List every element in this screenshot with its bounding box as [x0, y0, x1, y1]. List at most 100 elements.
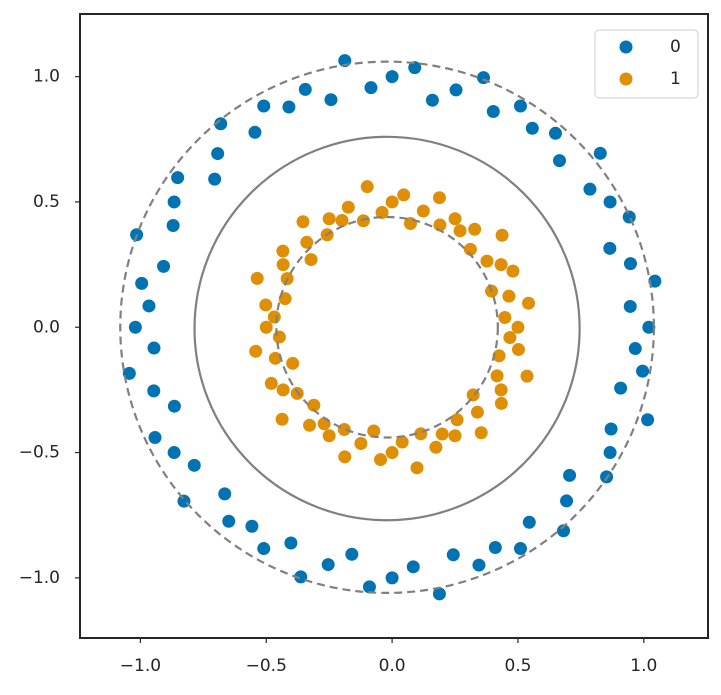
point — [166, 219, 180, 233]
point — [294, 570, 308, 584]
point — [385, 70, 399, 84]
point — [622, 210, 636, 224]
point — [257, 99, 271, 113]
point — [511, 343, 525, 357]
point — [492, 349, 506, 363]
point — [257, 542, 271, 556]
point — [474, 426, 488, 440]
x-tick-label: −1.0 — [120, 656, 161, 676]
point — [636, 364, 650, 378]
point — [641, 413, 655, 427]
point — [157, 259, 171, 273]
margin-contour — [275, 215, 499, 439]
point — [623, 299, 637, 313]
point — [187, 458, 201, 472]
point — [486, 104, 500, 118]
point — [429, 440, 443, 454]
point — [495, 228, 509, 242]
point — [449, 83, 463, 97]
point — [338, 450, 352, 464]
point — [364, 81, 378, 95]
point — [506, 264, 520, 278]
point — [395, 435, 409, 449]
point — [218, 487, 232, 501]
point — [432, 191, 446, 205]
x-tick-label: −0.5 — [246, 656, 287, 676]
legend-label: 1 — [670, 69, 681, 89]
point — [354, 437, 368, 451]
point — [463, 242, 477, 256]
point — [557, 524, 571, 538]
point — [603, 241, 617, 255]
point — [593, 146, 607, 160]
point — [356, 214, 370, 228]
x-tick-label: 1.0 — [630, 656, 657, 676]
point — [450, 413, 464, 427]
legend-box — [594, 29, 699, 99]
point — [375, 205, 389, 219]
point — [245, 519, 259, 533]
point — [341, 200, 355, 214]
point — [296, 215, 310, 229]
point — [425, 93, 439, 107]
point — [367, 424, 381, 438]
legend-marker — [619, 40, 633, 54]
point — [480, 254, 494, 268]
plot-area — [119, 54, 662, 601]
plot-frame — [79, 13, 709, 639]
point — [298, 82, 312, 96]
point — [446, 548, 460, 562]
point — [211, 147, 225, 161]
point — [250, 271, 264, 285]
point — [321, 558, 335, 572]
point — [286, 356, 300, 370]
x-tick-label: 0.0 — [379, 656, 406, 676]
y-tick-label: 1.0 — [33, 67, 60, 87]
point — [628, 342, 642, 356]
point — [525, 121, 539, 135]
point — [435, 427, 449, 441]
point — [448, 429, 462, 443]
point — [416, 204, 430, 218]
point — [490, 369, 504, 383]
point — [604, 422, 618, 436]
point — [410, 461, 424, 475]
point — [502, 289, 516, 303]
point — [433, 218, 447, 232]
y-tick-label: 0.5 — [33, 192, 60, 212]
point — [552, 154, 566, 168]
point — [335, 213, 349, 227]
point — [304, 253, 318, 267]
point — [494, 396, 508, 410]
point — [222, 514, 236, 528]
point — [522, 296, 536, 310]
point — [385, 195, 399, 209]
decision-boundary — [193, 135, 581, 522]
point — [148, 431, 162, 445]
point — [337, 422, 351, 436]
point — [276, 258, 290, 272]
point — [208, 172, 222, 186]
point — [268, 351, 282, 365]
point — [470, 405, 484, 419]
point — [494, 258, 508, 272]
y-tick-label: 0.0 — [33, 317, 60, 337]
point — [142, 299, 156, 313]
plot-background — [80, 14, 708, 638]
point — [167, 195, 181, 209]
point — [322, 212, 336, 226]
point — [560, 494, 574, 508]
point — [147, 341, 161, 355]
point — [432, 587, 446, 601]
point — [385, 571, 399, 585]
x-tick-label: 0.5 — [504, 656, 531, 676]
point — [282, 100, 296, 114]
point — [307, 398, 321, 412]
point — [511, 320, 525, 334]
point — [397, 188, 411, 202]
legend-label: 0 — [670, 37, 681, 57]
point — [488, 541, 502, 555]
point — [494, 383, 508, 397]
